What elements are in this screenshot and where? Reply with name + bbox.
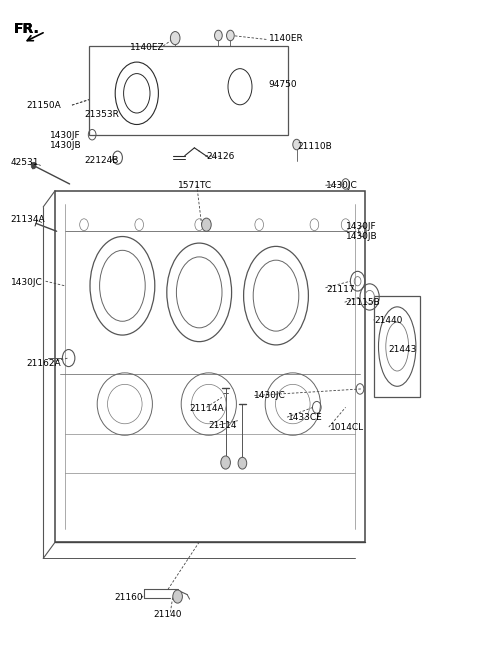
Text: 1571TC: 1571TC	[178, 181, 212, 190]
Text: 21150A: 21150A	[26, 101, 61, 110]
Text: 42531: 42531	[11, 158, 39, 168]
Text: 21353R: 21353R	[84, 110, 119, 120]
Circle shape	[227, 30, 234, 41]
Circle shape	[31, 162, 36, 169]
Text: 21134A: 21134A	[11, 215, 45, 224]
Text: 21110B: 21110B	[298, 142, 332, 151]
Text: 1430JC: 1430JC	[254, 391, 286, 400]
Bar	[374, 296, 420, 397]
Text: 1430JB: 1430JB	[346, 232, 377, 241]
Text: 21443: 21443	[389, 345, 417, 354]
Text: 21114A: 21114A	[190, 404, 224, 413]
Text: 21440: 21440	[374, 316, 403, 325]
Circle shape	[202, 218, 211, 231]
Bar	[89, 46, 288, 135]
Circle shape	[221, 456, 230, 469]
Text: 1430JC: 1430JC	[11, 278, 42, 287]
Circle shape	[293, 139, 300, 150]
Text: 1140ER: 1140ER	[269, 34, 303, 43]
Bar	[55, 191, 365, 542]
Text: 1014CL: 1014CL	[330, 422, 364, 432]
Text: 1430JC: 1430JC	[326, 181, 358, 190]
Text: FR.: FR.	[13, 22, 39, 36]
Text: 21160: 21160	[114, 593, 143, 602]
Text: 1433CE: 1433CE	[288, 413, 323, 422]
Text: 24126: 24126	[206, 152, 235, 161]
Text: 1430JB: 1430JB	[50, 141, 82, 150]
Circle shape	[215, 30, 222, 41]
Text: 1430JF: 1430JF	[50, 131, 81, 141]
Text: 94750: 94750	[269, 79, 298, 89]
Text: 1140EZ: 1140EZ	[130, 43, 164, 52]
Text: FR.: FR.	[13, 22, 39, 36]
Circle shape	[173, 590, 182, 603]
Text: 21114: 21114	[209, 421, 237, 430]
Circle shape	[170, 32, 180, 45]
Text: 1430JF: 1430JF	[346, 222, 376, 231]
Text: 21115B: 21115B	[346, 298, 380, 307]
Text: 21117: 21117	[326, 284, 355, 294]
Text: 22124B: 22124B	[84, 156, 119, 166]
Text: 21162A: 21162A	[26, 359, 61, 368]
Text: 21140: 21140	[154, 610, 182, 619]
Text: FR.: FR.	[13, 22, 39, 36]
Circle shape	[238, 457, 247, 469]
